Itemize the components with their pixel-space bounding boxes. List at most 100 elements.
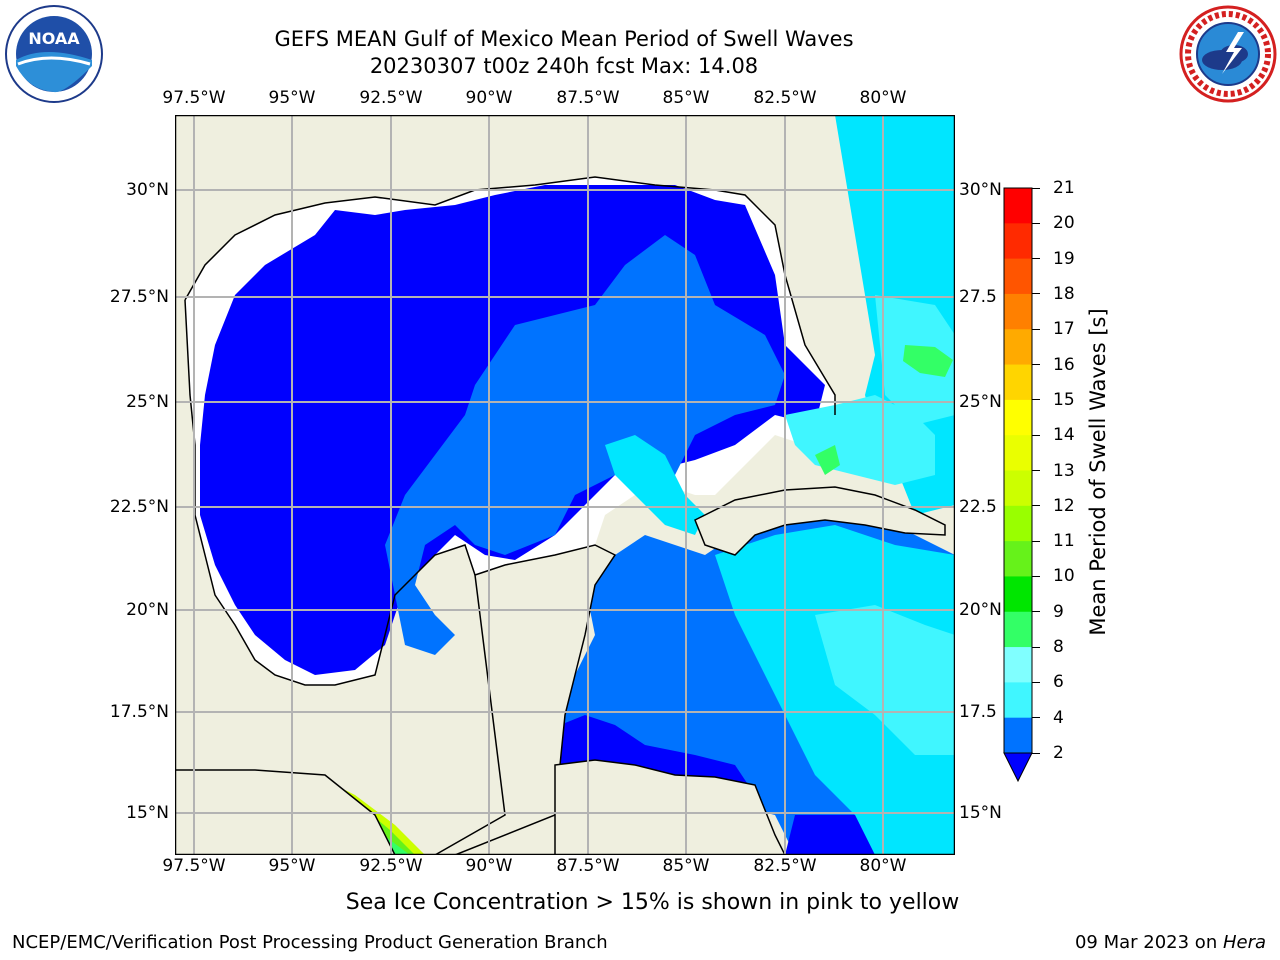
lon-label-top: 85°W bbox=[662, 88, 710, 108]
colorbar-tick-mark bbox=[1032, 293, 1040, 295]
lon-label-top: 80°W bbox=[859, 88, 907, 108]
colorbar-swatch bbox=[1004, 293, 1032, 330]
lon-label-top: 87.5°W bbox=[556, 88, 620, 108]
colorbar-swatch bbox=[1004, 435, 1032, 471]
colorbar-tick-label: 10 bbox=[1053, 566, 1075, 587]
colorbar-tick-mark bbox=[1032, 540, 1040, 542]
colorbar-tick-label: 2 bbox=[1053, 743, 1064, 763]
caribbean-deep-blue-south bbox=[785, 815, 875, 855]
lat-label-right: 27.5 bbox=[959, 287, 997, 307]
footer-host: Hera bbox=[1222, 932, 1266, 953]
colorbar-tick-label: 9 bbox=[1053, 601, 1064, 622]
caribbean-cyan bbox=[715, 525, 955, 855]
bahamas-green-patch bbox=[903, 345, 953, 377]
colorbar-tick-mark bbox=[1032, 505, 1040, 507]
colorbar-swatch bbox=[1004, 541, 1032, 577]
colorbar-extend-arrow bbox=[1003, 752, 1033, 783]
noaa-logo-icon: NOAA bbox=[4, 4, 104, 104]
colorbar-tick-label: 13 bbox=[1053, 460, 1075, 481]
colorbar-swatch bbox=[1004, 682, 1032, 719]
colorbar-swatch bbox=[1004, 399, 1032, 436]
colorbar-tick-mark bbox=[1032, 646, 1040, 648]
lon-label-top: 90°W bbox=[465, 88, 513, 108]
colorbar-swatch bbox=[1004, 364, 1032, 401]
lat-label-right: 22.5 bbox=[959, 497, 997, 517]
colorbar-tick-label: 11 bbox=[1053, 531, 1075, 552]
sea-ice-caption: Sea Ice Concentration > 15% is shown in … bbox=[345, 890, 960, 915]
lon-label-bottom: 95°W bbox=[268, 856, 316, 876]
map-panel bbox=[175, 115, 955, 855]
colorbar-tick-label: 8 bbox=[1053, 637, 1064, 658]
colorbar-title: Mean Period of Swell Waves [s] bbox=[1086, 308, 1110, 636]
colorbar-tick-mark bbox=[1032, 470, 1040, 471]
lat-label-left: 27.5°N bbox=[109, 287, 169, 307]
map-frame bbox=[175, 115, 955, 855]
footer-date: 09 Mar 2023 on Hera bbox=[1075, 932, 1266, 953]
colorbar-swatches bbox=[1003, 187, 1033, 783]
swell-period-map bbox=[175, 115, 955, 855]
lat-label-right: 20°N bbox=[959, 600, 1002, 620]
lon-label-top: 95°W bbox=[268, 88, 316, 108]
colorbar-swatch bbox=[1004, 576, 1032, 613]
footer-branch: NCEP/EMC/Verification Post Processing Pr… bbox=[12, 932, 608, 953]
colorbar bbox=[1000, 186, 1040, 786]
lon-label-bottom: 85°W bbox=[662, 856, 710, 876]
colorbar-swatch bbox=[1004, 258, 1032, 295]
colorbar-tick-mark bbox=[1032, 364, 1040, 366]
colorbar-swatch bbox=[1004, 647, 1032, 683]
lat-label-left: 22.5°N bbox=[109, 497, 169, 517]
colorbar-tick-label: 20 bbox=[1053, 213, 1075, 234]
colorbar-tick-mark bbox=[1032, 717, 1040, 719]
yucatan-channel-cyan bbox=[605, 435, 705, 535]
colorbar-tick-label: 15 bbox=[1053, 389, 1075, 410]
colorbar-tick-label: 18 bbox=[1053, 283, 1075, 304]
lat-label-left: 17.5°N bbox=[109, 702, 169, 722]
lat-label-right: 25°N bbox=[959, 392, 1002, 412]
title-line-1: GEFS MEAN Gulf of Mexico Mean Period of … bbox=[274, 27, 854, 51]
colorbar-tick-mark bbox=[1032, 681, 1040, 683]
colorbar-tick-label: 16 bbox=[1053, 354, 1075, 375]
footer-date-text: 09 Mar 2023 on bbox=[1074, 932, 1223, 953]
lat-label-right: 15°N bbox=[959, 803, 1002, 823]
colorbar-tick-mark bbox=[1032, 752, 1040, 754]
colorbar-swatch bbox=[1004, 505, 1032, 542]
colorbar-tick-mark bbox=[1032, 222, 1040, 224]
colorbar-tick-label: 19 bbox=[1053, 248, 1075, 269]
colorbar-tick-label: 17 bbox=[1053, 319, 1075, 340]
lon-label-bottom: 87.5°W bbox=[556, 856, 620, 876]
lon-label-bottom: 80°W bbox=[859, 856, 907, 876]
caribbean-pale-cyan bbox=[815, 605, 955, 755]
lat-label-left: 30°N bbox=[126, 180, 169, 200]
central-america-south bbox=[554, 759, 786, 855]
colorbar-tick-label: 4 bbox=[1053, 707, 1064, 728]
gulf-coastline bbox=[184, 176, 836, 415]
colorbar-tick-mark bbox=[1032, 434, 1040, 436]
lon-label-bottom: 90°W bbox=[465, 856, 513, 876]
lon-label-top: 97.5°W bbox=[162, 88, 226, 108]
lon-label-top: 92.5°W bbox=[359, 88, 423, 108]
colorbar-tick-mark bbox=[1032, 399, 1040, 401]
lon-label-bottom: 92.5°W bbox=[359, 856, 423, 876]
lat-label-left: 20°N bbox=[126, 600, 169, 620]
colorbar-swatch bbox=[1004, 188, 1032, 224]
colorbar-tick-mark bbox=[1032, 258, 1040, 260]
colorbar-tick-label: 14 bbox=[1053, 425, 1075, 446]
colorbar-tick-mark bbox=[1032, 575, 1040, 577]
lat-label-left: 25°N bbox=[126, 392, 169, 412]
lat-label-right: 30°N bbox=[959, 180, 1002, 200]
noaa-logo-text: NOAA bbox=[28, 29, 80, 48]
florida-straits-green bbox=[815, 445, 840, 475]
lon-label-bottom: 97.5°W bbox=[162, 856, 226, 876]
title-line-2: 20230307 t00z 240h fcst Max: 14.08 bbox=[369, 54, 759, 78]
colorbar-swatch bbox=[1004, 717, 1032, 754]
colorbar-tick-mark bbox=[1032, 187, 1040, 189]
colorbar-tick-mark bbox=[1032, 611, 1040, 613]
colorbar-swatch bbox=[1004, 329, 1032, 366]
lat-label-left: 15°N bbox=[126, 803, 169, 823]
nws-logo-icon bbox=[1178, 4, 1278, 104]
lon-label-bottom: 82.5°W bbox=[753, 856, 817, 876]
colorbar-tick-label: 6 bbox=[1053, 672, 1064, 693]
colorbar-tick-mark bbox=[1032, 328, 1040, 330]
lat-label-right: 17.5 bbox=[959, 702, 997, 722]
colorbar-swatch bbox=[1004, 611, 1032, 648]
